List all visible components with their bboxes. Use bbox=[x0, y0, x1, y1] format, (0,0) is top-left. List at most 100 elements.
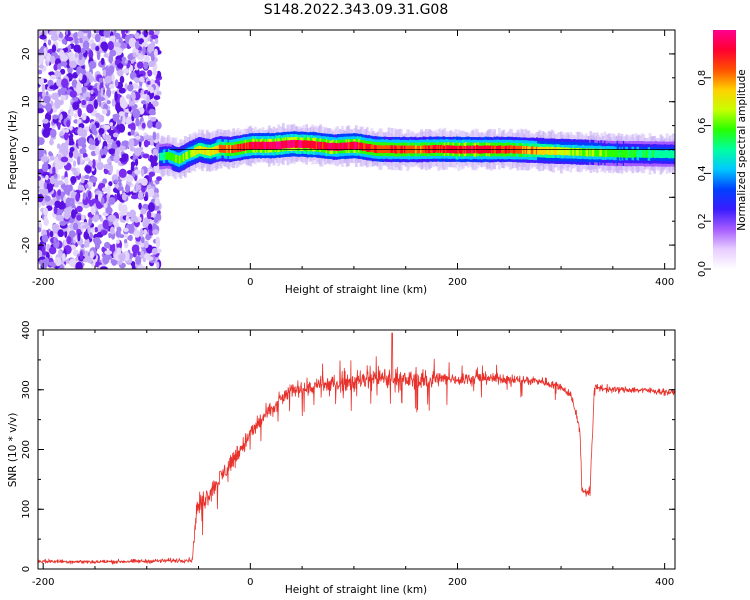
noise-speckle bbox=[76, 82, 82, 91]
noise-speckle bbox=[79, 147, 87, 155]
noise-speckle bbox=[146, 94, 150, 104]
noise-speckle bbox=[150, 51, 155, 60]
ridge-cell bbox=[361, 143, 364, 151]
noise-speckle bbox=[98, 77, 104, 83]
ridge-cell bbox=[371, 144, 374, 153]
ridge-cell bbox=[377, 145, 381, 153]
noise-speckle bbox=[120, 100, 128, 109]
noise-speckle bbox=[77, 108, 82, 118]
ridge-cell bbox=[583, 148, 586, 157]
noise-speckle bbox=[60, 54, 68, 63]
noise-speckle bbox=[77, 137, 85, 147]
snr-frame bbox=[37, 329, 676, 570]
ridge-cell bbox=[261, 141, 264, 150]
ridge-cell bbox=[564, 147, 567, 156]
ridge-cell bbox=[529, 146, 532, 155]
ridge-cell bbox=[565, 147, 568, 156]
noise-speckle bbox=[147, 202, 155, 213]
ridge-cell bbox=[575, 148, 578, 156]
ridge-cell bbox=[552, 147, 555, 155]
ridge-cell bbox=[192, 148, 195, 157]
ridge-cell bbox=[344, 142, 347, 151]
noise-speckle bbox=[77, 184, 85, 191]
noise-speckle bbox=[111, 73, 115, 82]
snr-x-ticks: -200 0 200 400 bbox=[32, 330, 674, 588]
ridge-cell bbox=[170, 153, 173, 161]
ridge-cell bbox=[240, 143, 243, 152]
ridge-cell bbox=[617, 149, 620, 158]
noise-speckle bbox=[122, 115, 126, 125]
noise-speckle bbox=[118, 202, 123, 212]
noise-speckle bbox=[107, 185, 111, 195]
noise-speckle bbox=[84, 165, 92, 173]
noise-speckle bbox=[49, 55, 56, 64]
noise-speckle bbox=[58, 32, 64, 39]
noise-speckle bbox=[100, 41, 108, 50]
ridge-cell bbox=[509, 145, 512, 153]
noise-speckle bbox=[99, 217, 104, 222]
noise-speckle bbox=[49, 74, 57, 80]
noise-speckle bbox=[104, 241, 111, 249]
ridge-cell bbox=[271, 141, 274, 150]
ridge-cell bbox=[257, 141, 260, 150]
spectral-ridge bbox=[159, 123, 675, 180]
ridge-cell bbox=[252, 142, 255, 150]
noise-speckle bbox=[57, 250, 63, 260]
ridge-cell bbox=[597, 148, 601, 157]
ridge-cell bbox=[556, 147, 560, 155]
noise-speckle bbox=[116, 259, 123, 265]
ridge-cell bbox=[187, 150, 190, 159]
noise-speckle bbox=[128, 37, 137, 48]
ridge-cell bbox=[220, 144, 223, 153]
noise-speckle bbox=[103, 163, 111, 170]
ridge-cell bbox=[540, 147, 543, 155]
ridge-cell bbox=[491, 146, 494, 154]
ridge-cell bbox=[589, 148, 592, 157]
noise-speckle bbox=[147, 119, 153, 129]
ridge-cell bbox=[637, 149, 640, 158]
ridge-cell bbox=[249, 141, 253, 150]
ridge-cell bbox=[534, 146, 537, 155]
noise-speckle bbox=[41, 162, 49, 172]
ridge-cell bbox=[568, 148, 571, 156]
ridge-cell bbox=[164, 152, 167, 160]
noise-speckle bbox=[99, 148, 105, 156]
noise-speckle bbox=[67, 156, 74, 163]
noise-speckle bbox=[127, 84, 134, 92]
y-tick-label: 400 bbox=[21, 320, 32, 339]
noise-speckle bbox=[89, 250, 95, 259]
ridge-cell bbox=[376, 145, 379, 153]
ridge-cell bbox=[368, 144, 371, 152]
ridge-cell bbox=[590, 148, 593, 157]
noise-speckle bbox=[38, 54, 44, 65]
ridge-cell bbox=[284, 140, 287, 148]
snr-y-label: SNR (10 * v/v) bbox=[7, 413, 19, 488]
noise-speckle bbox=[135, 135, 141, 140]
ridge-cell bbox=[161, 152, 164, 161]
noise-speckle bbox=[148, 108, 156, 116]
noise-speckle bbox=[113, 42, 122, 48]
ridge-cell bbox=[276, 141, 279, 149]
ridge-cell bbox=[665, 149, 668, 158]
noise-speckle bbox=[114, 91, 118, 101]
ridge-cell bbox=[652, 149, 655, 158]
spectrogram-x-label: Height of straight line (km) bbox=[285, 284, 427, 296]
noise-speckle bbox=[80, 129, 88, 138]
noise-speckle bbox=[107, 214, 116, 222]
ridge-cell bbox=[525, 146, 528, 154]
noise-speckle bbox=[104, 169, 109, 175]
y-tick-label: 300 bbox=[21, 380, 32, 399]
noise-speckle bbox=[149, 86, 154, 94]
noise-speckle bbox=[134, 218, 139, 223]
noise-speckle bbox=[143, 253, 151, 260]
ridge-cell bbox=[563, 147, 566, 156]
noise-speckle bbox=[43, 215, 48, 224]
noise-speckle bbox=[68, 150, 74, 158]
ridge-cell bbox=[205, 147, 208, 155]
noise-speckle bbox=[114, 148, 120, 158]
ridge-cell bbox=[174, 154, 177, 163]
ridge-cell bbox=[274, 142, 277, 150]
noise-speckle bbox=[135, 182, 139, 192]
noise-speckle bbox=[155, 121, 162, 130]
noise-speckle bbox=[118, 87, 126, 94]
